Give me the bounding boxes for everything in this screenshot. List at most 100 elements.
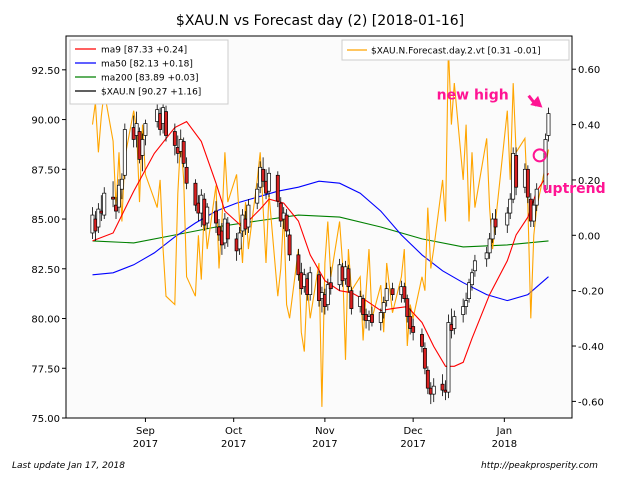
candle-body (452, 316, 457, 329)
candle-body (390, 288, 395, 295)
candle-body (296, 254, 301, 276)
candle-body (446, 322, 451, 393)
candle-body (275, 174, 280, 202)
candle-body (508, 198, 513, 214)
legend-label-forecast: $XAU.N.Forecast.day.2.vt [0.31 -0.01] (371, 47, 541, 57)
candle-body (134, 123, 139, 136)
candle-body (431, 385, 436, 395)
candle-body (237, 232, 242, 250)
x-tick-year-label: 2017 (221, 439, 246, 450)
x-tick-year-label: 2017 (133, 439, 158, 450)
candle-body (287, 234, 292, 256)
right-y-tick-label: 0.60 (578, 65, 600, 76)
candle-body (534, 188, 539, 206)
annotation-new-high: new high (437, 88, 509, 104)
x-tick-month-label: Nov (315, 426, 335, 437)
legend-label-ma9: ma9 [87.33 +0.24] (101, 46, 187, 56)
candle-body (284, 214, 289, 232)
left-y-tick-label: 80.00 (31, 315, 60, 326)
candle-body (96, 208, 101, 228)
x-tick-year-label: 2017 (400, 439, 425, 450)
candle-body (278, 202, 283, 222)
candle-body (543, 139, 548, 190)
candle-body (267, 172, 271, 192)
right-y-tick-label: -0.60 (578, 397, 604, 408)
right-y-tick-label: 0.00 (578, 231, 600, 242)
candle-body (381, 302, 386, 313)
candle-body (328, 282, 333, 290)
left-y-tick-label: 90.00 (31, 116, 60, 127)
x-axis: Sep 2017 Oct 2017 Nov 2017 Dec 2017 Jan 2018 (133, 418, 517, 450)
right-y-axis: -0.60 -0.40 -0.20 0.00 0.20 0.40 0.60 (572, 65, 604, 408)
candle-body (122, 129, 127, 176)
candle-body (467, 282, 471, 299)
candle-body (470, 272, 474, 286)
left-y-tick-label: 87.50 (31, 165, 60, 176)
candle-body (531, 204, 536, 222)
candles-layer (90, 95, 551, 405)
candle-body (472, 260, 477, 272)
legend-label-ma50: ma50 [82.13 +0.18] (101, 60, 193, 70)
candle-body (384, 288, 389, 301)
x-tick-year-label: 2018 (492, 439, 517, 450)
candle-body (172, 131, 177, 146)
candle-body (205, 206, 210, 224)
legend-right-box (341, 39, 570, 61)
x-tick-month-label: Jan (496, 426, 512, 437)
forecast-line-layer (91, 47, 550, 407)
candle-body (484, 252, 489, 260)
ma200-line-layer (92, 214, 549, 248)
candle-body (461, 306, 466, 315)
x-tick-year-label: 2017 (312, 439, 337, 450)
candle-body (440, 383, 445, 391)
candle-body (422, 348, 427, 369)
right-y-tick-label: 0.40 (578, 121, 600, 132)
right-y-tick-label: -0.20 (578, 287, 604, 298)
candle-body (546, 113, 551, 136)
candle-body (493, 218, 498, 228)
candle-body (214, 210, 218, 224)
last-update-text: Last update Jan 17, 2018 (12, 461, 125, 471)
ma9-line (92, 120, 549, 367)
candle-body (143, 123, 148, 136)
annotation-arrowhead (530, 95, 543, 108)
source-url-text: http://peakprosperity.com (481, 461, 598, 471)
candle-body (225, 222, 230, 240)
candle-body (514, 155, 519, 188)
candle-body (102, 192, 107, 216)
candle-body (255, 188, 260, 204)
legend-left-box (69, 39, 229, 105)
candle-body (408, 316, 413, 329)
candle-body (349, 290, 354, 309)
left-y-tick-label: 77.50 (31, 364, 60, 375)
candle-body (119, 178, 124, 190)
candle-body (361, 298, 366, 315)
annotation-uptrend: uptrend (543, 181, 606, 197)
legend-right: $XAU.N.Forecast.day.2.vt [0.31 -0.01] (341, 39, 570, 61)
candle-body (325, 284, 330, 305)
forecast-line (91, 47, 550, 407)
candle-body (525, 168, 530, 198)
legend-label-ma200: ma200 [83.89 +0.03] (101, 74, 199, 84)
candle-body (402, 286, 407, 299)
right-y-tick-label: -0.40 (578, 342, 604, 353)
candle-body (164, 111, 168, 136)
annotation-circle (532, 148, 547, 163)
left-y-tick-label: 82.50 (31, 265, 60, 276)
right-y-tick-label: 0.20 (578, 176, 600, 187)
x-tick-month-label: Sep (136, 426, 155, 437)
candle-body (505, 212, 510, 226)
candle-body (487, 238, 492, 254)
candle-body (420, 334, 424, 347)
candle-body (405, 298, 410, 317)
candle-body (317, 274, 321, 301)
candle-body (193, 182, 198, 206)
ma50-line (92, 180, 549, 302)
candle-body (378, 312, 383, 323)
candle-body (111, 196, 116, 200)
legend-left: ma9 [87.33 +0.24] ma50 [82.13 +0.18] ma2… (69, 39, 229, 105)
candle-body (246, 204, 251, 228)
candle-body (114, 204, 118, 212)
ma9-line-layer (92, 120, 549, 367)
